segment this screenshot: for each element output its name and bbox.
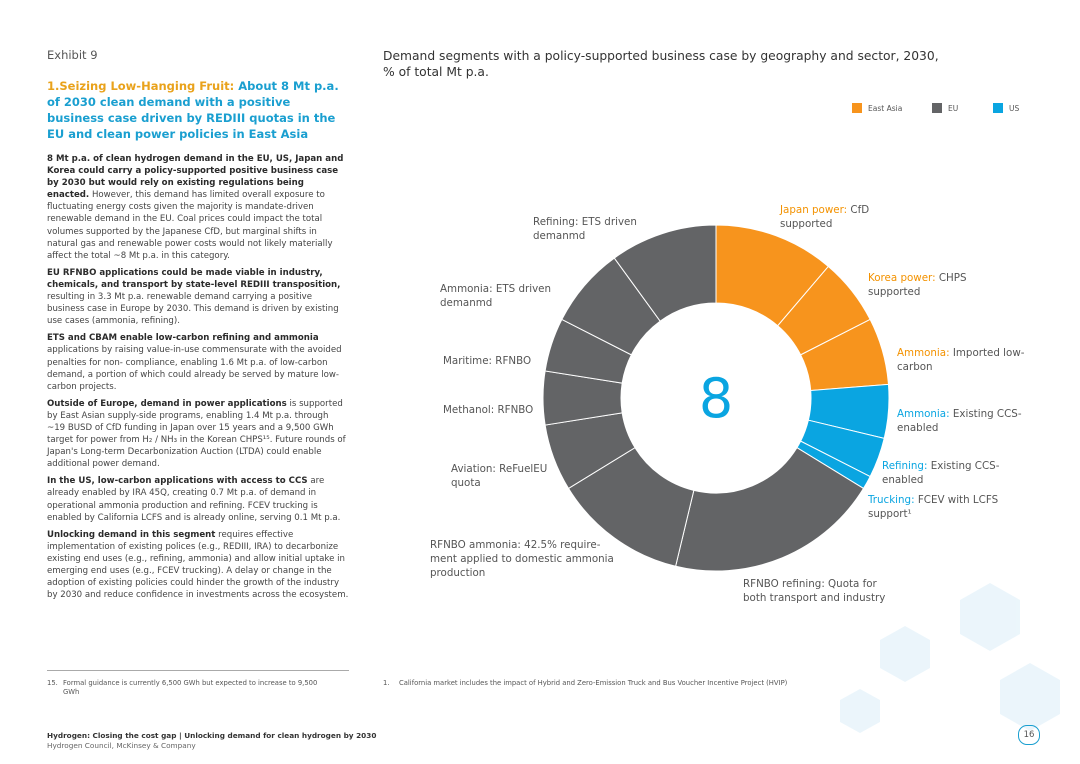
footer-source: Hydrogen Council, McKinsey & Company: [47, 741, 196, 750]
paragraph-text: applications by raising value-in-use com…: [47, 345, 342, 392]
paragraph-text: resulting in 3.3 Mt p.a. renewable deman…: [47, 292, 339, 327]
segment-label-lead: Japan power:: [780, 204, 848, 216]
segment-label: RFNBO refining: Quota for both transport…: [743, 577, 903, 605]
segment-label-text: RFNBO ammonia: 42.5% require- ment appli…: [430, 539, 614, 579]
paragraph-bold: In the US, low-carbon applications with …: [47, 476, 308, 487]
paragraph: Unlocking demand in this segment require…: [47, 529, 349, 602]
paragraph-text: are already enabled by IRA 45Q, creating…: [47, 476, 341, 523]
paragraph-bold: EU RFNBO applications could be made viab…: [47, 267, 341, 290]
segment-label-lead: Korea power:: [868, 272, 936, 284]
segment-label-text: Refining: ETS driven demanmd: [533, 216, 637, 242]
legend-label: EU: [948, 104, 958, 113]
segment-label-text: Existing CCS-enabled: [897, 408, 1022, 434]
segment-label-lead: Refining:: [882, 460, 928, 472]
footnote: 15. Formal guidance is currently 6,500 GW…: [47, 679, 327, 697]
segment-label-text: Methanol: RFNBO: [443, 404, 534, 416]
segment-label: Trucking: FCEV with LCFS support¹: [868, 493, 1018, 521]
segment-label: Ammonia: ETS driven demanmd: [440, 282, 565, 310]
segment-label-text: RFNBO refining: Quota for both transport…: [743, 578, 886, 604]
segment-label-text: Imported low-carbon: [897, 347, 1025, 373]
paragraph-bold: Unlocking demand in this segment: [47, 529, 216, 540]
segment-label-text: CfD supported: [780, 204, 870, 230]
paragraph-bold: ETS and CBAM enable low-carbon refining …: [47, 333, 319, 344]
segment-label-text: CHPS supported: [868, 272, 967, 298]
segment-label-text: Existing CCS-enabled: [882, 460, 1000, 486]
paragraph-text: is supported by East Asian supply-side p…: [47, 398, 346, 470]
segment-label: Ammonia: Existing CCS-enabled: [897, 407, 1027, 435]
legend-label: East Asia: [868, 104, 902, 113]
segment-label-text: FCEV with LCFS support¹: [868, 494, 999, 520]
segment-label: Ammonia: Imported low-carbon: [897, 346, 1027, 374]
segment-label-text: Maritime: RFNBO: [443, 355, 532, 367]
donut-total: 8: [699, 367, 733, 430]
segment-label-lead: Trucking:: [868, 494, 915, 506]
paragraph-bold: 8 Mt p.a. of clean hydrogen demand in th…: [47, 154, 344, 201]
segment-label: RFNBO ammonia: 42.5% require- ment appli…: [430, 538, 615, 580]
footnote-text: Formal guidance is currently 6,500 GWh b…: [63, 679, 318, 696]
legend-swatch: [852, 103, 862, 113]
heading: 1.Seizing Low-Hanging Fruit: About 8 Mt …: [47, 78, 347, 142]
paragraph: In the US, low-carbon applications with …: [47, 475, 349, 523]
page-number: 16: [1018, 725, 1040, 745]
legend-swatch: [932, 103, 942, 113]
heading-lead: 1.Seizing Low-Hanging Fruit:: [47, 79, 235, 93]
legend-swatch: [993, 103, 1003, 113]
decoration: [840, 583, 1060, 733]
segment-label: Aviation: ReFuelEU quota: [451, 462, 561, 490]
segment-label-text: Ammonia: ETS driven demanmd: [440, 283, 552, 309]
paragraph: ETS and CBAM enable low-carbon refining …: [47, 332, 349, 392]
paragraph-text: requires effective implementation of exi…: [47, 529, 349, 601]
footnote-text: California market includes the impact of…: [399, 679, 788, 687]
chart-heading: Demand segments with a policy-supported …: [383, 48, 939, 80]
segment-label: Refining: ETS driven demanmd: [533, 215, 648, 243]
body-text: 8 Mt p.a. of clean hydrogen demand in th…: [47, 153, 349, 606]
footnote-number: 15.: [47, 679, 58, 687]
segment-label: Refining: Existing CCS-enabled: [882, 459, 1002, 487]
legend-label: US: [1009, 104, 1019, 113]
paragraph: EU RFNBO applications could be made viab…: [47, 267, 349, 327]
footnote-number: 1.: [383, 679, 390, 687]
paragraph: 8 Mt p.a. of clean hydrogen demand in th…: [47, 153, 349, 262]
paragraph: Outside of Europe, demand in power appli…: [47, 398, 349, 471]
segment-label-lead: Ammonia:: [897, 347, 950, 359]
segment-label: Japan power: CfD supported: [780, 203, 900, 231]
donut-segment: [613, 224, 717, 322]
chart-subtitle: % of total Mt p.a.: [383, 65, 489, 79]
footnote: 1. California market includes the impact …: [383, 679, 983, 688]
paragraph-bold: Outside of Europe, demand in power appli…: [47, 398, 287, 409]
heading-text: About 8 Mt p.a. of 2030 clean demand wit…: [47, 79, 339, 141]
segment-label: Maritime: RFNBO: [443, 354, 553, 368]
segment-label: Korea power: CHPS supported: [868, 271, 988, 299]
paragraph-text: However, this demand has limited overall…: [47, 190, 333, 261]
segment-label-text: Aviation: ReFuelEU quota: [451, 463, 548, 489]
exhibit-label: Exhibit 9: [47, 48, 98, 62]
chart-title: Demand segments with a policy-supported …: [383, 49, 939, 63]
segment-label-lead: Ammonia:: [897, 408, 950, 420]
footnote-rule: [47, 670, 349, 671]
footer-title: Hydrogen: Closing the cost gap | Unlocki…: [47, 731, 377, 740]
donut-segment: [675, 446, 865, 572]
segment-label: Methanol: RFNBO: [443, 403, 553, 417]
